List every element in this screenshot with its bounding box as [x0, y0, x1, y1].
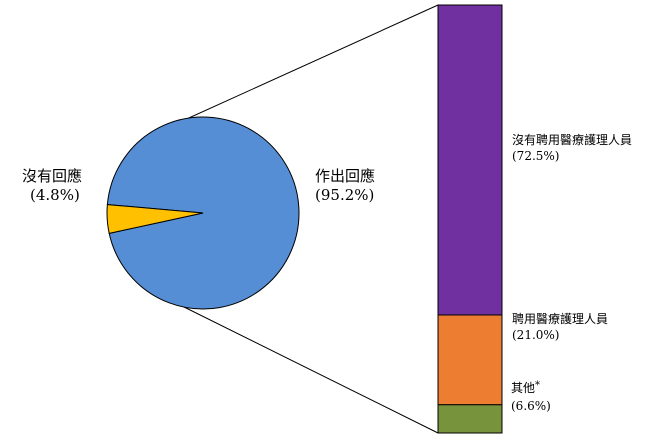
bar-label-others: 其他* — [511, 380, 540, 395]
pie-slice-responded — [106, 116, 300, 310]
pie-label-responded: 作出回應 — [315, 167, 375, 185]
bar-segment-medical-staff — [437, 314, 503, 406]
connector-line-top — [179, 4, 439, 123]
bar-value-no-medical-staff: (72.5%) — [512, 149, 559, 163]
bar-value-others: (6.6%) — [511, 399, 551, 413]
bar-label-no-medical-staff: 沒有聘用醫療護理人員 — [512, 132, 632, 147]
pie-label-no-response: 沒有回應 — [22, 167, 82, 185]
bar-label-medical-staff: 聘用醫療護理人員 — [512, 311, 608, 326]
bar-value-medical-staff: (21.0%) — [512, 328, 559, 342]
pie-value-responded: (95.2%) — [315, 186, 374, 204]
bar-segment-no-medical-staff — [437, 4, 503, 316]
pie — [106, 116, 300, 310]
stacked-bar — [437, 4, 503, 434]
pie-slice-no-response — [106, 204, 204, 234]
bar-label-others-text: 其他 — [511, 381, 535, 395]
footnote-mark: * — [535, 380, 540, 391]
pie-value-no-response: (4.8%) — [30, 186, 80, 204]
bar-segment-others — [437, 404, 503, 434]
connector-line-bottom — [179, 304, 439, 434]
